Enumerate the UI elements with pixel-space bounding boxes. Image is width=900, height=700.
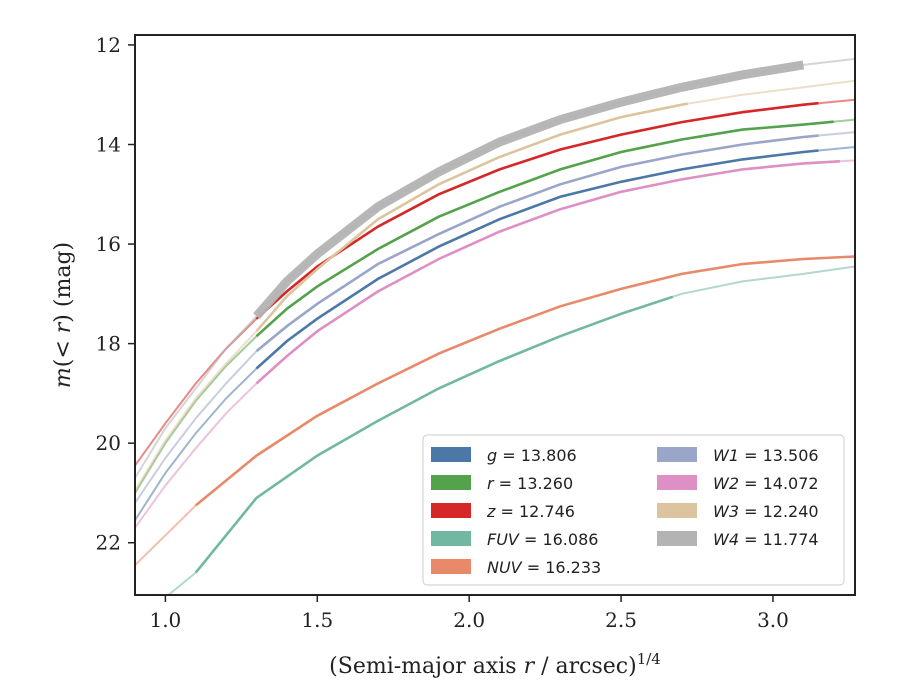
series-line-measured [255, 120, 834, 338]
y-tick-label: 18 [96, 332, 121, 356]
legend-item: W1 = 13.506 [657, 446, 819, 465]
legend-swatch [657, 503, 697, 518]
legend-swatch [431, 559, 471, 574]
axes-layer: 1.0 1.5 2.0 2.5 3.0 12 14 16 18 20 22 (Semi-major a… [51, 33, 856, 679]
curves-layer [135, 57, 855, 595]
x-tick-label: 1.5 [301, 608, 333, 632]
legend-item: W2 = 14.072 [657, 474, 819, 493]
y-tick-label: 22 [96, 531, 121, 555]
y-tick-label: 16 [96, 232, 121, 256]
legend-swatch [431, 531, 471, 546]
x-tick-label: 2.5 [605, 608, 637, 632]
x-axis-label: (Semi-major axis r / arcsec)1/4 [329, 650, 661, 679]
legend-item: z = 12.746 [431, 502, 575, 521]
legend-swatch [431, 503, 471, 518]
legend-swatch [657, 475, 697, 490]
legend-item: W4 = 11.774 [657, 530, 819, 549]
y-tick-label: 12 [96, 33, 121, 57]
legend-label: W3 = 12.240 [713, 502, 819, 521]
legend-label: W4 = 11.774 [713, 530, 819, 549]
series-line-measured [255, 102, 689, 333]
legend-swatch [657, 531, 697, 546]
legend-label: r = 13.260 [487, 474, 573, 493]
legend-label: NUV = 16.233 [487, 558, 601, 577]
x-tick-label: 2.0 [453, 608, 485, 632]
y-tick-label: 20 [96, 431, 121, 455]
legend-label: W1 = 13.506 [713, 446, 819, 465]
legend-swatch [431, 475, 471, 490]
series-line-faint [135, 57, 855, 479]
series-line-measured [255, 149, 819, 370]
y-axis-label: m(< r) (mag) [51, 242, 76, 388]
legend-label: FUV = 16.086 [487, 530, 598, 549]
series-line-measured [194, 295, 674, 574]
legend-item: FUV = 16.086 [431, 530, 598, 549]
y-tick-label: 14 [96, 133, 121, 157]
legend-label: z = 12.746 [486, 502, 575, 521]
legend-swatch [657, 447, 697, 462]
legend: g = 13.806 r = 13.260 z = 12.746 FUV = 16.0… [422, 434, 845, 586]
legend-label: g = 13.806 [487, 446, 577, 465]
series-line-measured [255, 160, 840, 385]
legend-label: W2 = 14.072 [713, 474, 819, 493]
legend-item: r = 13.260 [431, 474, 573, 493]
x-tick-label: 1.0 [149, 608, 181, 632]
legend-box [422, 434, 845, 586]
series-line-faint [135, 98, 855, 467]
legend-swatch [431, 447, 471, 462]
series-line-measured [255, 134, 819, 353]
series-line-measured [255, 101, 819, 320]
series-line-measured [194, 255, 855, 507]
legend-item: W3 = 12.240 [657, 502, 819, 521]
x-tick-label: 3.0 [757, 608, 789, 632]
legend-item: NUV = 16.233 [431, 558, 601, 577]
series-line-measured [253, 60, 805, 320]
legend-item: g = 13.806 [431, 446, 577, 465]
plot-frame [134, 34, 856, 596]
